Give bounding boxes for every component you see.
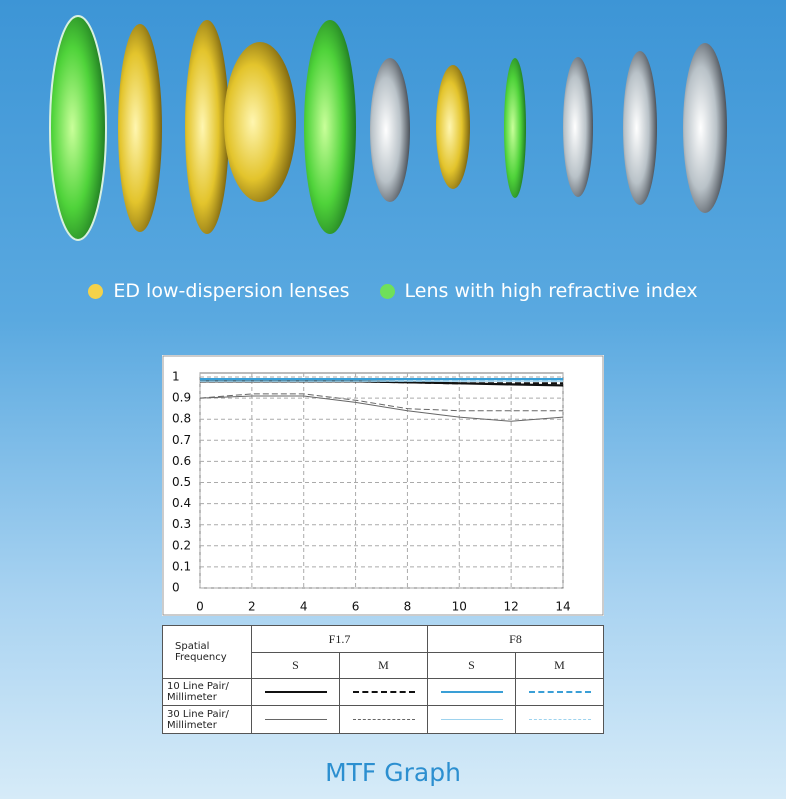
legend-item: ED low-dispersion lenses (88, 280, 350, 302)
lens (224, 42, 296, 202)
x-tick-label: 14 (555, 600, 570, 614)
lens (504, 58, 526, 198)
chart-frame (162, 355, 604, 616)
y-tick-label: 0 (172, 581, 180, 595)
x-tick-label: 0 (196, 600, 204, 614)
legend-swatch (352, 691, 415, 693)
y-tick-label: 0.3 (172, 517, 191, 531)
lens (304, 20, 356, 234)
aperture-label: F1.7 (251, 625, 428, 653)
legend-swatch (440, 691, 503, 693)
lens-illustration (49, 15, 727, 241)
y-tick-label: 1 (172, 370, 180, 384)
x-tick-label: 2 (248, 600, 256, 614)
legend-cell (339, 678, 428, 706)
legend-cell (427, 705, 516, 734)
legend-item: Lens with high refractive index (379, 280, 698, 302)
lens-legend: ED low-dispersion lenses Lens with high … (0, 280, 786, 302)
mode-label: M (339, 652, 428, 679)
mtf-line (199, 395, 564, 422)
legend-dot (379, 283, 395, 299)
legend-cell (515, 705, 604, 734)
y-tick-label: 0.6 (172, 454, 191, 468)
mode-label: M (515, 652, 604, 679)
legend-swatch (528, 691, 591, 693)
y-tick-label: 0.2 (172, 538, 191, 552)
legend-cell (427, 678, 516, 706)
legend-swatch (264, 691, 327, 693)
lens (563, 57, 593, 197)
legend-cell (251, 705, 340, 734)
aperture-label: F8 (427, 625, 604, 653)
lens (370, 58, 410, 202)
x-tick-label: 10 (452, 600, 467, 614)
mtf-line (200, 380, 563, 385)
y-tick-label: 0.7 (172, 433, 191, 447)
legend-swatch (440, 719, 503, 720)
lens (185, 20, 229, 234)
y-tick-label: 0.5 (172, 475, 191, 489)
legend-label: Lens with high refractive index (404, 280, 698, 302)
y-tick-label: 0.8 (172, 412, 191, 426)
legend-dot (88, 283, 104, 299)
legend-swatch (528, 719, 591, 720)
x-tick-label: 12 (504, 600, 519, 614)
lens (623, 51, 657, 205)
mtf-chart: 00.10.20.30.40.50.60.70.80.910 2 4 6 8 10 12 14 (162, 355, 604, 616)
mtf-line (199, 393, 563, 412)
lens (683, 43, 727, 213)
mtf-legend-table: Spatial Frequency F1.7 F8 S M S M 10 Lin… (162, 625, 604, 734)
legend-swatch (264, 719, 327, 720)
y-tick-label: 0.4 (172, 496, 191, 510)
y-tick-label: 0.1 (172, 559, 191, 573)
row-label: 10 Line Pair/ Millimeter (162, 678, 252, 706)
x-tick-label: 4 (300, 600, 308, 614)
x-tick-label: 8 (404, 600, 412, 614)
x-tick-label: 6 (352, 600, 360, 614)
mode-label: S (427, 652, 516, 679)
lens (436, 65, 470, 189)
caption: MTF Graph (325, 758, 461, 787)
legend-swatch (352, 719, 415, 720)
lens (118, 24, 162, 232)
legend-cell (339, 705, 428, 734)
mode-label: S (251, 652, 340, 679)
legend-label: ED low-dispersion lenses (113, 280, 350, 302)
row-label: 30 Line Pair/ Millimeter (162, 705, 252, 734)
legend-cell (251, 678, 340, 706)
lens (49, 15, 107, 241)
corner-label: Spatial Frequency (162, 625, 252, 679)
y-tick-label: 0.9 (172, 391, 191, 405)
legend-cell (515, 678, 604, 706)
